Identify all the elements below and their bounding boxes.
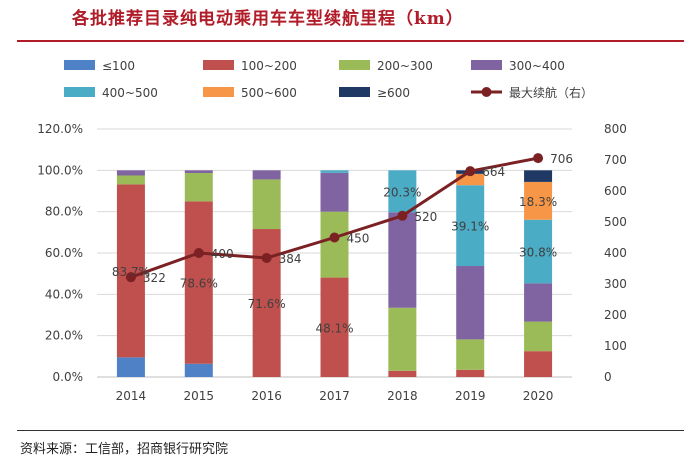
- bar-segment-≤100: [116, 357, 145, 377]
- x-tick-label: 2018: [387, 389, 418, 403]
- bar-segment-100~200: [184, 201, 213, 364]
- bar-segment-200~300: [116, 175, 145, 185]
- range-chart: 0.0% 20.0% 40.0% 60.0% 80.0% 100.0% 120.0% 0 100…: [37, 59, 627, 403]
- legend-swatch: [339, 60, 370, 70]
- max-range-label: 664: [482, 165, 505, 179]
- y-right-tick-label: 600: [604, 184, 627, 198]
- bar-data-label: 39.1%: [451, 220, 489, 234]
- chart-title: 各批推荐目录纯电动乘用车车型续航里程（km）: [72, 9, 464, 29]
- bar-data-label: 30.8%: [519, 246, 557, 260]
- x-tick-label: 2016: [251, 389, 282, 403]
- bar-segment-300~400: [320, 172, 349, 212]
- max-range-point: [193, 248, 204, 258]
- x-tick-label: 2015: [184, 389, 215, 403]
- y-left-tick-label: 100.0%: [37, 163, 83, 177]
- bar-segment-100~200: [320, 277, 349, 377]
- bar-segment-≤100: [184, 363, 213, 377]
- x-tick-label: 2019: [455, 389, 486, 403]
- bar-segment-300~400: [388, 212, 417, 308]
- bar-segment-100~200: [524, 351, 553, 377]
- legend-label: ≥600: [377, 86, 410, 100]
- max-range-label: 384: [279, 252, 302, 266]
- bar-segment-200~300: [320, 211, 349, 278]
- bar-data-label: 83.7%: [112, 265, 150, 279]
- x-tick-label: 2014: [116, 389, 147, 403]
- bar-segment-100~200: [456, 369, 485, 377]
- legend-label: 200~300: [377, 59, 433, 73]
- max-range-point: [397, 210, 408, 221]
- legend-swatch: [339, 87, 370, 97]
- y-left-tick-label: 120.0%: [37, 122, 83, 136]
- max-range-label: 450: [347, 232, 370, 246]
- max-range-label: 322: [143, 271, 166, 285]
- bar-segment-300~400: [252, 170, 281, 180]
- y-right-tick-label: 800: [604, 122, 627, 136]
- bar-data-label: 20.3%: [383, 185, 421, 199]
- y-left-tick-label: 20.0%: [45, 329, 83, 343]
- legend-label: 400~500: [102, 86, 158, 100]
- bar-segment-200~300: [456, 339, 485, 370]
- bar-data-label: 78.6%: [180, 277, 218, 291]
- legend-swatch: [471, 60, 502, 70]
- footer-divider: [17, 430, 684, 431]
- y-right-tick-label: 500: [604, 215, 627, 229]
- legend-swatch: [203, 87, 234, 97]
- bar-segment-200~300: [184, 173, 213, 202]
- max-range-label: 706: [550, 152, 573, 166]
- bar-segment-100~200: [116, 184, 145, 358]
- x-tick-label: 2020: [523, 389, 554, 403]
- bar-data-label: 71.6%: [248, 297, 286, 311]
- y-right-tick-label: 200: [604, 308, 627, 322]
- bar-segment-400~500: [388, 170, 417, 213]
- title-divider: [17, 40, 684, 42]
- bar-segment-400~500: [456, 185, 485, 267]
- legend-label: 300~400: [509, 59, 565, 73]
- max-range-point: [261, 252, 272, 263]
- y-right-tick-label: 0: [604, 370, 612, 384]
- legend-line-marker: [481, 87, 492, 97]
- y-right-tick-label: 300: [604, 277, 627, 291]
- max-range-point: [125, 272, 136, 283]
- bar-segment-300~400: [116, 170, 145, 176]
- y-left-tick-label: 0.0%: [53, 370, 84, 384]
- bar-segment-500~600: [456, 173, 485, 186]
- bar-segment-200~300: [388, 307, 417, 371]
- bar-segment-500~600: [524, 181, 553, 220]
- bar-segment-300~400: [524, 283, 553, 322]
- y-right-tick-label: 400: [604, 246, 627, 260]
- legend-swatch: [203, 60, 234, 70]
- y-right-tick-label: 100: [604, 339, 627, 353]
- y-right-tick-label: 700: [604, 153, 627, 167]
- y-left-tick-label: 60.0%: [45, 246, 83, 260]
- legend-label: 500~600: [241, 86, 297, 100]
- legend-label: ≤100: [102, 59, 135, 73]
- legend-swatch: [64, 87, 95, 97]
- bar-segment-300~400: [184, 170, 213, 174]
- bar-data-label: 18.3%: [519, 195, 557, 209]
- y-left-tick-label: 80.0%: [45, 205, 83, 219]
- bar-data-label: 48.1%: [315, 321, 353, 335]
- bar-segment-100~200: [388, 370, 417, 377]
- source-note: 资料来源：工信部，招商银行研究院: [20, 442, 229, 457]
- bar-segment-400~500: [320, 170, 349, 173]
- bar-segment-≥600: [524, 170, 553, 182]
- bar-segment-200~300: [252, 179, 281, 230]
- max-range-point: [533, 153, 544, 164]
- max-range-point: [465, 166, 476, 177]
- x-tick-label: 2017: [319, 389, 350, 403]
- legend-label: 100~200: [241, 59, 297, 73]
- max-range-point: [329, 232, 340, 243]
- max-range-label: 520: [414, 210, 437, 224]
- max-range-label: 400: [211, 247, 234, 261]
- bar-segment-200~300: [524, 321, 553, 352]
- bar-segment-300~400: [456, 266, 485, 340]
- y-left-tick-label: 40.0%: [45, 287, 83, 301]
- bar-segment-400~500: [524, 219, 553, 284]
- legend-label: 最大续航（右）: [509, 85, 593, 100]
- legend-swatch: [64, 60, 95, 70]
